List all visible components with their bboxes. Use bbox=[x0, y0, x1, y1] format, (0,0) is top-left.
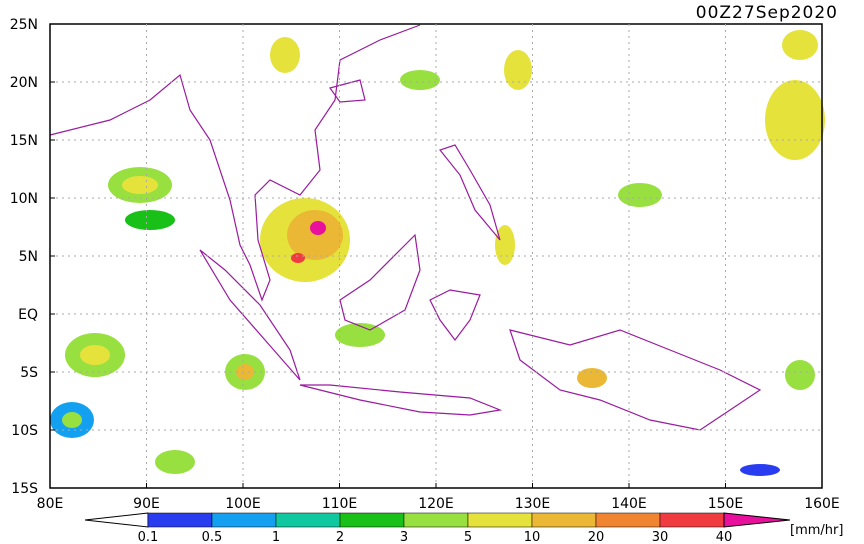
colorbar-box bbox=[275, 512, 341, 528]
colorbar-box bbox=[403, 512, 469, 528]
lat-label: 10N bbox=[10, 191, 38, 207]
colorbar-right-arrow bbox=[723, 512, 791, 528]
colorbar-box bbox=[147, 512, 213, 528]
lon-label: 120E bbox=[418, 496, 454, 512]
colorbar-label: 0.5 bbox=[202, 530, 223, 544]
colorbar-label: 1 bbox=[272, 530, 280, 544]
colorbar-box bbox=[595, 512, 661, 528]
lat-label: 5N bbox=[19, 249, 38, 265]
colorbar-box bbox=[659, 512, 725, 528]
lat-label: 15N bbox=[10, 133, 38, 149]
lon-label: 130E bbox=[515, 496, 551, 512]
colorbar-box bbox=[467, 512, 533, 528]
colorbar-left-arrow bbox=[84, 512, 149, 528]
colorbar-label: 5 bbox=[464, 530, 472, 544]
precipitation bbox=[50, 30, 825, 476]
lat-label: 15S bbox=[11, 481, 38, 497]
lon-label: 80E bbox=[37, 496, 64, 512]
lon-label: 100E bbox=[225, 496, 261, 512]
colorbar-label: 2 bbox=[336, 530, 344, 544]
lon-label: 140E bbox=[611, 496, 647, 512]
colorbar-box bbox=[211, 512, 277, 528]
colorbar-label: 20 bbox=[588, 530, 605, 544]
colorbar-box bbox=[531, 512, 597, 528]
lat-label: 5S bbox=[20, 365, 38, 381]
colorbar-label: 40 bbox=[716, 530, 733, 544]
colorbar-label: 10 bbox=[524, 530, 541, 544]
lat-label: EQ bbox=[18, 307, 38, 323]
colorbar-box bbox=[339, 512, 405, 528]
map-title: 00Z27Sep2020 bbox=[696, 3, 838, 23]
lat-label: 10S bbox=[11, 423, 38, 439]
lon-label: 160E bbox=[804, 496, 840, 512]
lon-label: 90E bbox=[133, 496, 160, 512]
colorbar-unit: [mm/hr] bbox=[790, 523, 843, 538]
lon-label: 150E bbox=[708, 496, 744, 512]
lat-label: 25N bbox=[10, 17, 38, 33]
colorbar-label: 3 bbox=[400, 530, 408, 544]
colorbar-label: 0.1 bbox=[138, 530, 159, 544]
coastlines bbox=[49, 24, 762, 431]
lon-label: 110E bbox=[322, 496, 358, 512]
colorbar-label: 30 bbox=[652, 530, 669, 544]
lat-label: 20N bbox=[10, 75, 38, 91]
colorbar: 0.1 0.5 1 2 3 5 10 20 30 40 bbox=[84, 512, 791, 544]
